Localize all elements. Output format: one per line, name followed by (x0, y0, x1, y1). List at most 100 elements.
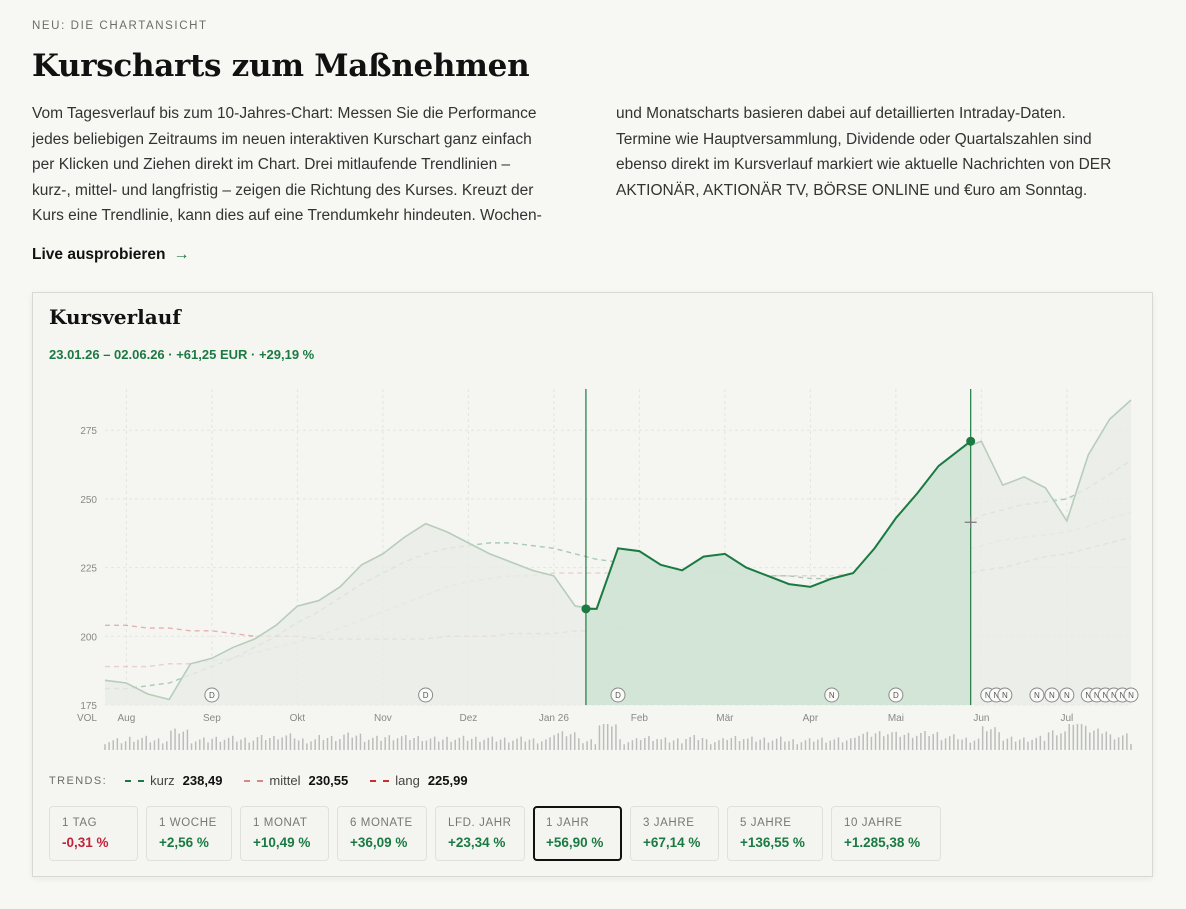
event-marker-label: N (829, 691, 835, 700)
event-marker-dividend (610, 687, 626, 703)
intro-line: ebenso direkt im Kursverlauf markiert wi… (616, 156, 1112, 174)
period-button-5-jahre[interactable]: 5 JAHRE +136,55 % (727, 806, 823, 861)
chart-card: Kursverlauf 23.01.26 – 02.06.26 · +61,25… (32, 292, 1153, 877)
event-marker-news (1029, 687, 1045, 703)
intro-text-column-1: Vom Tagesverlauf bis zum 10-Jahres-Chart… (32, 101, 577, 229)
period-button-1-jahr[interactable]: 1 JAHR +56,90 % (533, 806, 622, 861)
event-marker-label: N (1049, 691, 1055, 700)
intro-line: und Monatscharts basieren dabei auf deta… (616, 105, 1066, 122)
intro-line: jedes beliebigen Zeitraums im neuen inte… (32, 130, 532, 148)
live-try-link[interactable]: Live ausprobieren → (32, 246, 190, 264)
price-chart[interactable]: 175 200 225 250 275 Aug Sep Okt Nov Dez Jan 26 Feb M… (33, 293, 1154, 763)
event-marker-label: N (1034, 691, 1040, 700)
period-value: +23,34 % (448, 835, 506, 850)
selection-start-point (581, 604, 591, 614)
intro-line: Kurs eine Trendlinie, kann dies auf eine… (32, 207, 542, 225)
intro-text-column-2: und Monatscharts basieren dabei auf deta… (616, 101, 1156, 203)
trend-mittel-swatch (244, 779, 264, 782)
x-tick-label: Apr (803, 713, 819, 724)
trend-lang-value: 225,99 (427, 773, 468, 788)
period-button-3-jahre[interactable]: 3 JAHRE +67,14 % (630, 806, 719, 861)
x-tick-label: Mai (888, 713, 904, 724)
intro-line: AKTIONÄR, AKTIONÄR TV, BÖRSE ONLINE und … (616, 181, 1088, 199)
trend-mittel-value: 230,55 (308, 773, 349, 788)
event-marker-label: N (1128, 691, 1134, 700)
trend-lang: lang 225,99 (370, 773, 468, 788)
period-label: 10 JAHRE (844, 817, 903, 829)
period-value: -0,31 % (62, 835, 109, 850)
trends-legend: TRENDS: kurz 238,49 mittel 230,55 lang 2… (49, 773, 490, 788)
period-label: 6 MONATE (350, 817, 413, 829)
event-marker-label: N (1085, 691, 1091, 700)
period-label: 1 TAG (62, 817, 98, 829)
event-marker-label: D (615, 691, 621, 700)
x-tick-label: Jan 26 (539, 713, 569, 724)
y-tick-label: 275 (80, 426, 97, 437)
x-tick-label: Nov (374, 713, 392, 724)
period-label: 1 JAHR (546, 817, 590, 829)
event-marker-news (1123, 687, 1139, 703)
period-label: 1 WOCHE (159, 817, 217, 829)
event-marker-label: N (1120, 691, 1126, 700)
x-tick-label: Okt (290, 713, 306, 724)
period-button-10-jahre[interactable]: 10 JAHRE +1.285,38 % (831, 806, 941, 861)
event-marker-label: D (209, 691, 215, 700)
trend-mittel-name: mittel (269, 773, 301, 788)
page-headline: Kurscharts zum Maßnehmen (32, 48, 530, 84)
y-tick-label: 175 (80, 701, 97, 712)
trend-lang-swatch (370, 779, 390, 782)
event-marker-label: N (1102, 691, 1108, 700)
x-tick-label: Aug (117, 713, 135, 724)
arrow-right-icon: → (173, 246, 190, 263)
intro-line: per Klicken und Ziehen direkt im Chart. … (32, 156, 511, 174)
eyebrow-label: NEU: DIE CHARTANSICHT (32, 20, 208, 32)
x-tick-label: Mär (716, 713, 734, 724)
period-selector: 1 TAG -0,31 % 1 WOCHE +2,56 % 1 MONAT +10,4… (49, 806, 941, 861)
event-marker-label: N (1002, 691, 1008, 700)
trend-lang-name: lang (395, 773, 420, 788)
period-label: 5 JAHRE (740, 817, 792, 829)
event-marker-label: N (993, 691, 999, 700)
trend-kurz-swatch (125, 779, 145, 782)
selection-price-line (585, 440, 972, 610)
period-value: +10,49 % (253, 835, 311, 850)
y-tick-label: 200 (80, 632, 97, 643)
event-marker-label: D (893, 691, 899, 700)
event-marker-news (824, 687, 840, 703)
selection-range-summary: 23.01.26 – 02.06.26 · +61,25 EUR · +29,1… (49, 347, 315, 362)
intro-line: Termine wie Hauptversammlung, Dividende … (616, 130, 1092, 148)
event-marker-news (997, 687, 1013, 703)
y-tick-label: 250 (80, 495, 97, 506)
intro-line: Vom Tagesverlauf bis zum 10-Jahres-Chart… (32, 105, 537, 122)
selection-area (585, 441, 971, 705)
period-button-1-tag[interactable]: 1 TAG -0,31 % (49, 806, 138, 861)
event-marker-dividend (888, 687, 904, 703)
event-marker-dividend (418, 687, 434, 703)
y-tick-label: 225 (80, 564, 97, 575)
period-label: 1 MONAT (253, 817, 308, 829)
event-marker-label: N (985, 691, 991, 700)
period-value: +56,90 % (546, 835, 604, 850)
period-button-1-woche[interactable]: 1 WOCHE +2,56 % (146, 806, 232, 861)
trends-label: TRENDS: (49, 774, 108, 787)
x-tick-label: Feb (631, 713, 649, 724)
live-try-label: Live ausprobieren (32, 246, 166, 263)
event-marker-dividend (204, 687, 220, 703)
period-label: 3 JAHRE (643, 817, 695, 829)
x-tick-label: Dez (459, 713, 477, 724)
period-value: +1.285,38 % (844, 835, 921, 850)
period-value: +2,56 % (159, 835, 209, 850)
period-button-1-monat[interactable]: 1 MONAT +10,49 % (240, 806, 329, 861)
event-marker-label: N (1064, 691, 1070, 700)
trend-kurz: kurz 238,49 (125, 773, 222, 788)
period-button-6-monate[interactable]: 6 MONATE +36,09 % (337, 806, 427, 861)
event-marker-label: N (1094, 691, 1100, 700)
period-button-lfd-jahr[interactable]: LFD. JAHR +23,34 % (435, 806, 525, 861)
event-marker-news (1059, 687, 1075, 703)
intro-line: kurz-, mittel- und langfristig – zeigen … (32, 181, 534, 199)
event-marker-news (1044, 687, 1060, 703)
event-marker-label: D (423, 691, 429, 700)
period-label: LFD. JAHR (448, 817, 512, 829)
event-marker-label: N (1111, 691, 1117, 700)
x-tick-label: Jun (973, 713, 989, 724)
